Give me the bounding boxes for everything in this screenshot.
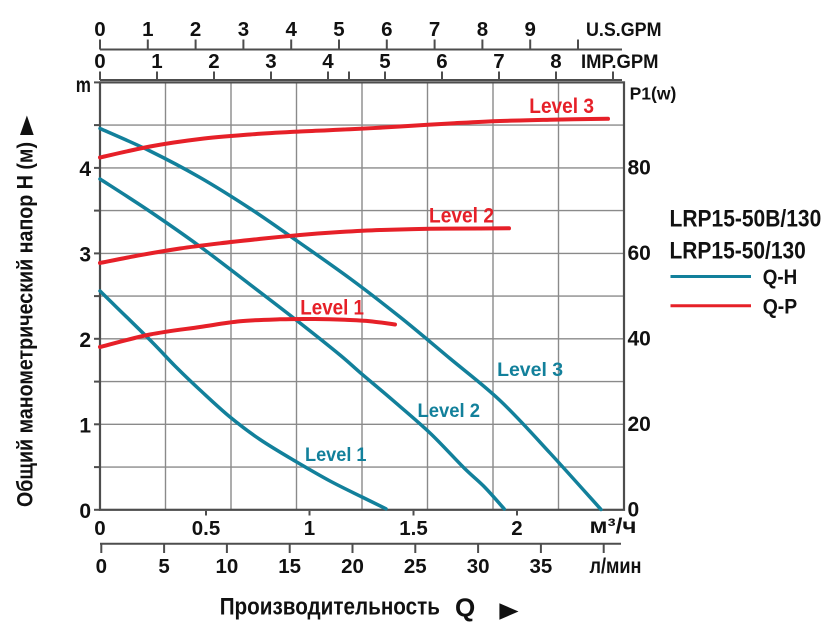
svg-text:м³/ч: м³/ч	[590, 515, 637, 538]
svg-text:Общий манометрический напор Н: Общий манометрический напор Н (м)	[13, 142, 38, 507]
svg-text:Level 3: Level 3	[529, 95, 594, 118]
svg-text:2: 2	[190, 18, 201, 41]
svg-text:35: 35	[529, 555, 552, 578]
svg-text:1: 1	[304, 517, 315, 540]
svg-text:4: 4	[79, 158, 91, 181]
svg-text:1.5: 1.5	[399, 517, 428, 540]
svg-text:0: 0	[628, 498, 640, 521]
svg-text:25: 25	[404, 555, 427, 578]
svg-text:7: 7	[493, 50, 504, 73]
svg-text:2: 2	[511, 517, 522, 540]
svg-text:8: 8	[550, 50, 561, 73]
svg-text:Level 2: Level 2	[418, 400, 481, 422]
svg-text:7: 7	[429, 18, 440, 41]
svg-text:Q-P: Q-P	[763, 295, 798, 319]
svg-text:60: 60	[628, 242, 651, 265]
svg-text:3: 3	[79, 244, 91, 267]
svg-text:л/мин: л/мин	[590, 555, 642, 578]
svg-text:Производительность: Производительность	[220, 594, 440, 621]
svg-text:30: 30	[467, 555, 490, 578]
svg-text:U.S.GPM: U.S.GPM	[586, 19, 662, 41]
svg-text:20: 20	[628, 413, 651, 436]
svg-text:0: 0	[79, 500, 91, 523]
svg-text:3: 3	[265, 50, 276, 73]
svg-text:Level 1: Level 1	[305, 444, 367, 466]
svg-text:15: 15	[278, 555, 301, 578]
svg-text:Q-H: Q-H	[763, 265, 798, 289]
svg-text:80: 80	[628, 156, 651, 179]
svg-text:0: 0	[94, 517, 105, 540]
svg-text:Level 3: Level 3	[497, 359, 563, 381]
svg-text:0: 0	[96, 555, 107, 578]
svg-text:10: 10	[215, 555, 238, 578]
svg-text:4: 4	[285, 18, 297, 41]
svg-text:LRP15-50B/130: LRP15-50B/130	[670, 205, 822, 232]
svg-text:2: 2	[79, 329, 91, 352]
svg-text:4: 4	[322, 50, 334, 73]
svg-text:2: 2	[208, 50, 219, 73]
svg-text:m: m	[76, 74, 91, 97]
svg-text:5: 5	[158, 555, 169, 578]
svg-text:8: 8	[477, 18, 488, 41]
svg-text:LRP15-50/130: LRP15-50/130	[670, 238, 806, 265]
svg-text:9: 9	[524, 18, 535, 41]
svg-text:0: 0	[94, 18, 105, 41]
svg-text:5: 5	[379, 50, 390, 73]
svg-text:Level 1: Level 1	[300, 297, 364, 320]
svg-text:40: 40	[628, 327, 651, 350]
svg-text:3: 3	[238, 18, 249, 41]
svg-text:1: 1	[151, 50, 162, 73]
svg-text:20: 20	[341, 555, 364, 578]
svg-text:P1(w): P1(w)	[630, 83, 677, 103]
svg-text:IMP.GPM: IMP.GPM	[581, 51, 659, 73]
svg-text:0.5: 0.5	[192, 517, 221, 540]
svg-text:6: 6	[381, 18, 392, 41]
svg-text:Q: Q	[455, 593, 475, 623]
svg-text:5: 5	[333, 18, 344, 41]
svg-text:0: 0	[94, 50, 105, 73]
svg-text:6: 6	[436, 50, 447, 73]
svg-text:Level 2: Level 2	[429, 205, 494, 228]
svg-text:1: 1	[79, 415, 91, 438]
svg-text:1: 1	[142, 18, 153, 41]
